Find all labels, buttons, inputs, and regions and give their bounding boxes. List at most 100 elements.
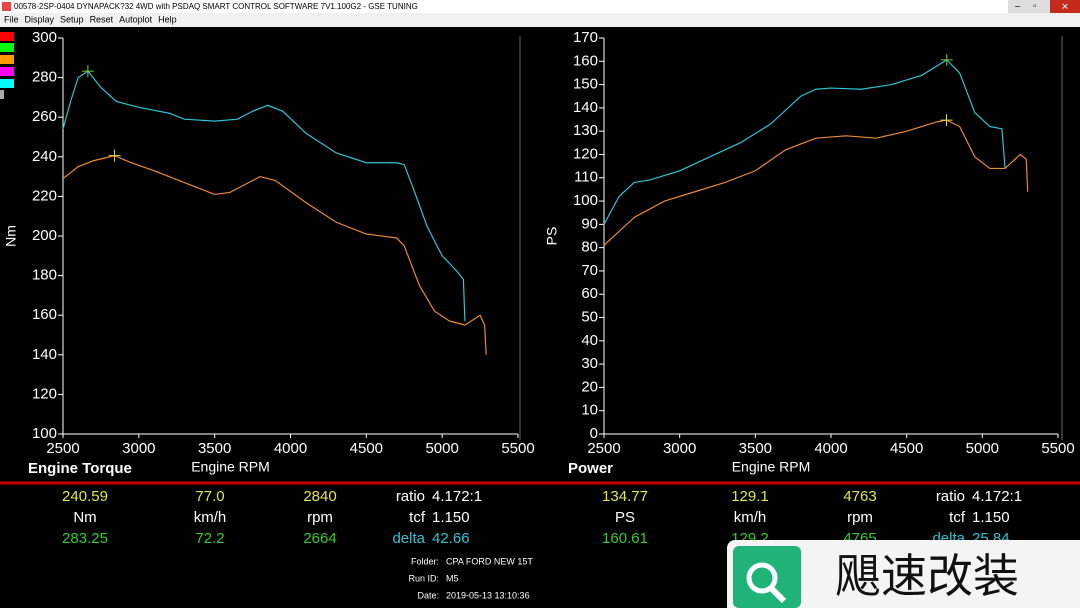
y-tick-label: 120 <box>573 145 598 162</box>
y-tick-label: 120 <box>32 385 57 402</box>
chart-title: Power <box>568 460 613 477</box>
y-tick-label: 160 <box>573 52 598 69</box>
x-tick-label: 2500 <box>587 440 620 457</box>
readout: ratio <box>396 488 425 505</box>
color-swatch <box>0 90 4 99</box>
readout: 2664 <box>303 530 336 547</box>
info-value: CPA FORD NEW 15T <box>446 556 533 566</box>
y-tick-label: 140 <box>32 346 57 363</box>
peak-marker <box>81 65 94 78</box>
y-tick-label: 300 <box>32 29 57 46</box>
x-tick-label: 3000 <box>122 440 155 457</box>
y-tick-label: 280 <box>32 69 57 86</box>
menu-item[interactable]: File <box>4 14 19 24</box>
menu-item[interactable]: Display <box>25 14 55 24</box>
y-tick-label: 200 <box>32 227 57 244</box>
x-tick-label: 4500 <box>350 440 383 457</box>
readout: 4763 <box>843 488 876 505</box>
y-tick-label: 100 <box>32 425 57 442</box>
readout: Nm <box>73 509 96 526</box>
readout: 77.0 <box>195 488 224 505</box>
y-tick-label: 240 <box>32 148 57 165</box>
search-icon <box>768 585 787 604</box>
color-swatch <box>0 79 14 88</box>
x-tick-label: 5500 <box>1041 440 1074 457</box>
readout: PS <box>615 509 635 526</box>
readout: 283.25 <box>62 530 108 547</box>
info-value: M5 <box>446 573 459 583</box>
y-tick-label: 220 <box>32 187 57 204</box>
readout: tcf <box>949 509 966 526</box>
y-tick-label: 20 <box>581 378 598 395</box>
data-line <box>62 155 487 355</box>
y-tick-label: 260 <box>32 108 57 125</box>
y-tick-label: 180 <box>32 267 57 284</box>
y-tick-label: 90 <box>581 215 598 232</box>
y-tick-label: 40 <box>581 332 598 349</box>
x-tick-label: 4000 <box>274 440 307 457</box>
x-tick-label: 5000 <box>425 440 458 457</box>
menu-item[interactable]: Reset <box>90 14 114 24</box>
y-tick-label: 100 <box>573 192 598 209</box>
y-axis-label: Nm <box>3 225 19 247</box>
x-tick-label: 4000 <box>814 440 847 457</box>
readout: 1.150 <box>972 509 1010 526</box>
color-swatch <box>0 55 14 64</box>
readout: km/h <box>734 509 767 526</box>
y-axis-label: PS <box>544 227 560 246</box>
readout: rpm <box>307 509 333 526</box>
readout: 42.66 <box>432 530 470 547</box>
readout: km/h <box>194 509 227 526</box>
peak-marker <box>108 149 121 162</box>
x-tick-label: 2500 <box>46 440 79 457</box>
maximize-button[interactable]: ▫ <box>1033 0 1036 10</box>
menu-item[interactable]: Setup <box>60 14 84 24</box>
window-title: 00578-2SP-0404 DYNAPACK?32 4WD with PSDA… <box>14 2 418 11</box>
x-tick-label: 3500 <box>739 440 772 457</box>
search-badge <box>733 546 801 608</box>
y-tick-label: 170 <box>573 29 598 46</box>
info-label: Folder: <box>411 556 439 566</box>
readout: 4.172:1 <box>972 488 1022 505</box>
readout: 1.150 <box>432 509 470 526</box>
x-axis-label: Engine RPM <box>191 459 270 475</box>
watermark-text: 飓速改装 <box>835 550 1019 602</box>
x-axis-label: Engine RPM <box>732 459 811 475</box>
color-swatch <box>0 43 14 52</box>
close-icon: ✕ <box>1061 1 1069 11</box>
peak-marker <box>940 114 953 127</box>
readout: 134.77 <box>602 488 648 505</box>
readout: tcf <box>409 509 426 526</box>
search-icon <box>746 562 778 594</box>
y-tick-label: 30 <box>581 355 598 372</box>
x-tick-label: 3500 <box>198 440 231 457</box>
info-label: Date: <box>417 590 439 600</box>
info-label: Run ID: <box>408 573 439 583</box>
readout: 4.172:1 <box>432 488 482 505</box>
color-swatch <box>0 32 14 41</box>
y-tick-label: 130 <box>573 122 598 139</box>
menu-item[interactable]: Help <box>158 14 177 24</box>
app-icon <box>2 2 11 11</box>
chart-title: Engine Torque <box>28 460 132 477</box>
y-tick-label: 80 <box>581 239 598 256</box>
readout: 129.1 <box>731 488 769 505</box>
watermark-box <box>727 540 1080 608</box>
x-tick-label: 3000 <box>663 440 696 457</box>
y-tick-label: 0 <box>590 425 598 442</box>
readout: 240.59 <box>62 488 108 505</box>
readout: ratio <box>936 488 965 505</box>
x-tick-label: 5000 <box>966 440 999 457</box>
peak-marker <box>940 53 953 66</box>
data-line <box>603 119 1029 246</box>
data-line <box>62 70 466 322</box>
minimize-button[interactable]: – <box>1015 0 1020 10</box>
readout: rpm <box>847 509 873 526</box>
menu-item[interactable]: Autoplot <box>119 14 153 24</box>
x-tick-label: 5500 <box>501 440 534 457</box>
y-tick-label: 110 <box>574 169 598 186</box>
close-button[interactable] <box>1050 0 1080 13</box>
y-tick-label: 70 <box>581 262 598 279</box>
